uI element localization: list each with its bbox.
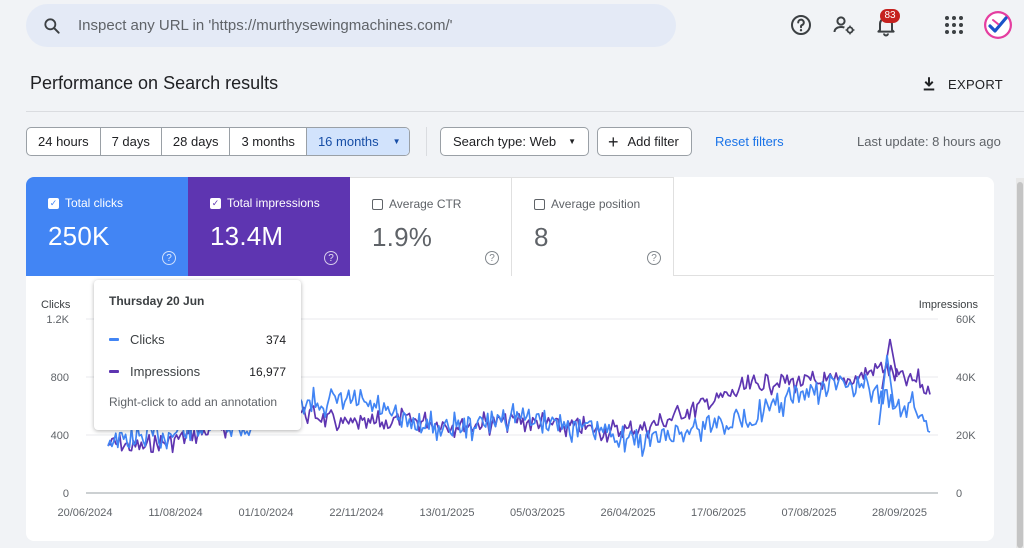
scrollbar-thumb[interactable] (1017, 182, 1023, 548)
range-label: 7 days (111, 134, 150, 149)
performance-card: ✓ Total clicks 250K ? ✓ Total impressions … (26, 177, 994, 541)
metric-value: 250K (48, 221, 110, 251)
x-tick-label: 22/11/2024 (329, 507, 383, 519)
range-28-days[interactable]: 28 days (162, 128, 231, 155)
clicks-peak (878, 354, 895, 426)
tooltip-hint: Right-click to add an annotation (109, 395, 278, 409)
y-tick-right: 40K (956, 372, 976, 384)
header-divider (26, 111, 1024, 112)
clicks-series-line (107, 373, 931, 457)
range-3-months[interactable]: 3 months (230, 128, 307, 155)
search-type-dropdown[interactable]: Search type: Web ▼ (440, 127, 590, 156)
y-tick-left: 400 (51, 430, 69, 442)
checkbox-unchecked-icon[interactable] (372, 198, 383, 210)
help-icon[interactable]: ? (162, 251, 176, 265)
download-icon (923, 77, 935, 91)
range-label: 24 hours (38, 134, 89, 149)
x-tick-label: 01/10/2024 (238, 507, 293, 519)
x-tick-label: 28/09/2025 (872, 507, 927, 519)
help-icon[interactable]: ? (324, 251, 338, 265)
url-inspect-search[interactable] (26, 4, 676, 47)
metric-average-position[interactable]: Average position 8 ? (512, 177, 674, 276)
caret-down-icon: ▼ (568, 137, 577, 146)
help-icon[interactable] (789, 13, 813, 37)
x-tick-label: 26/04/2025 (600, 507, 655, 519)
filter-divider (426, 127, 427, 156)
legend-swatch (109, 370, 119, 373)
export-button[interactable]: EXPORT (920, 72, 1003, 96)
add-filter-button[interactable]: + Add filter (597, 127, 692, 156)
chart-tooltip: Thursday 20 Jun Clicks 374 Impressions 1… (94, 280, 301, 430)
x-tick-label: 11/08/2024 (148, 507, 202, 519)
y-axis-right-title: Impressions (919, 299, 979, 311)
legend-swatch (109, 338, 119, 341)
tooltip-date: Thursday 20 Jun (109, 294, 205, 308)
help-icon[interactable]: ? (647, 251, 661, 265)
performance-chart[interactable]: Clicks Impressions 0 0 400 20K 800 40K 1.2K 60K 20… (26, 177, 994, 541)
top-bar: 83 (0, 0, 1024, 52)
search-icon (44, 18, 60, 34)
range-7-days[interactable]: 7 days (101, 128, 162, 155)
checkbox-checked-icon[interactable]: ✓ (210, 197, 221, 209)
page-scrollbar[interactable] (1016, 178, 1024, 548)
y-tick-right: 20K (956, 430, 976, 442)
metric-value: 1.9% (372, 222, 433, 252)
search-input[interactable] (78, 12, 658, 39)
tooltip-row-value: 16,977 (249, 364, 286, 379)
metric-value: 13.4M (210, 221, 284, 251)
avatar[interactable] (984, 11, 1012, 39)
reset-filters-link[interactable]: Reset filters (715, 134, 784, 149)
checkbox-checked-icon[interactable]: ✓ (48, 197, 59, 209)
help-icon[interactable]: ? (485, 251, 499, 265)
page-title: Performance on Search results (30, 73, 279, 93)
checkbox-unchecked-icon[interactable] (534, 198, 545, 210)
metric-total-clicks[interactable]: ✓ Total clicks 250K ? (26, 177, 188, 276)
metric-value: 8 (534, 222, 549, 252)
range-label: 16 months (317, 134, 379, 149)
y-tick-left: 800 (51, 372, 69, 384)
y-axis-left-title: Clicks (41, 299, 71, 311)
y-tick-right: 0 (956, 488, 962, 500)
metric-label: Average CTR (389, 197, 462, 211)
metric-total-impressions[interactable]: ✓ Total impressions 13.4M ? (188, 177, 350, 276)
search-type-label: Search type: Web (453, 134, 557, 149)
date-range-selector: 24 hours 7 days 28 days 3 months 16 mont… (26, 127, 410, 156)
metric-label: Total clicks (65, 196, 124, 210)
export-label: EXPORT (948, 76, 1004, 92)
x-tick-label: 05/03/2025 (510, 507, 565, 519)
y-tick-left: 1.2K (46, 314, 69, 326)
metric-row-divider (674, 275, 994, 276)
tooltip-row-value: 374 (265, 332, 286, 347)
range-16-months[interactable]: 16 months ▼ (306, 128, 409, 155)
x-tick-label: 07/08/2025 (781, 507, 836, 519)
notification-badge: 83 (880, 9, 900, 23)
x-tick-label: 13/01/2025 (419, 507, 474, 519)
range-label: 28 days (172, 134, 219, 149)
metric-average-ctr[interactable]: Average CTR 1.9% ? (350, 177, 512, 276)
metric-label: Total impressions (227, 196, 320, 210)
range-label: 3 months (241, 134, 295, 149)
metric-label: Average position (551, 197, 641, 211)
caret-down-icon: ▼ (392, 137, 401, 146)
x-tick-label: 17/06/2025 (691, 507, 746, 519)
tooltip-row-clicks: Clicks 374 (109, 332, 286, 347)
add-filter-label: Add filter (627, 134, 679, 149)
plus-icon: + (608, 131, 619, 152)
y-tick-left: 0 (63, 488, 69, 500)
y-tick-right: 60K (956, 314, 976, 326)
tooltip-row-impressions: Impressions 16,977 (109, 364, 286, 379)
tooltip-row-name: Impressions (130, 364, 201, 379)
x-tick-label: 20/06/2024 (57, 507, 112, 519)
user-settings-icon[interactable] (832, 13, 856, 37)
range-24-hours[interactable]: 24 hours (27, 128, 101, 155)
apps-icon[interactable] (942, 13, 966, 37)
tooltip-row-name: Clicks (130, 332, 165, 347)
last-update-text: Last update: 8 hours ago (857, 134, 1001, 149)
